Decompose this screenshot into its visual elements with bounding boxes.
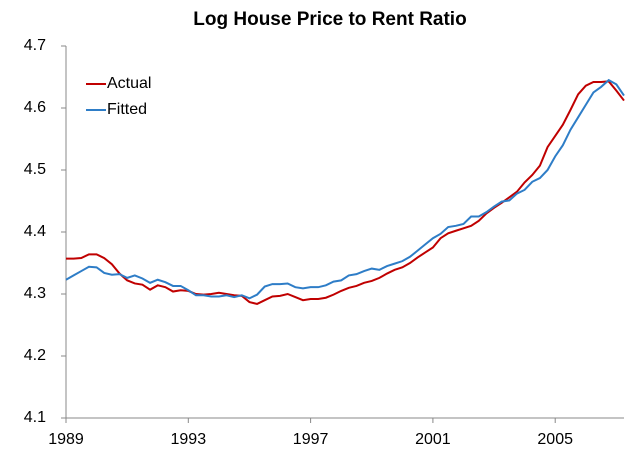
y-tick-label: 4.3: [24, 285, 46, 302]
x-tick-label: 2005: [537, 431, 573, 448]
y-tick-label: 4.1: [24, 409, 46, 426]
legend-label: Actual: [107, 75, 151, 92]
x-tick-label: 1989: [48, 431, 84, 448]
x-tick-label: 2001: [415, 431, 451, 448]
legend-label: Fitted: [107, 101, 147, 118]
y-tick-label: 4.5: [24, 161, 46, 178]
y-tick-label: 4.7: [24, 37, 46, 54]
series-line: [65, 78, 625, 300]
x-tick-label: 1997: [293, 431, 329, 448]
series-line: [66, 80, 625, 305]
x-tick-label: 1993: [171, 431, 207, 448]
y-tick-label: 4.2: [24, 347, 46, 364]
y-tick-label: 4.4: [24, 223, 46, 240]
y-tick-label: 4.6: [24, 99, 46, 116]
chart-title: Log House Price to Rent Ratio: [193, 9, 466, 30]
